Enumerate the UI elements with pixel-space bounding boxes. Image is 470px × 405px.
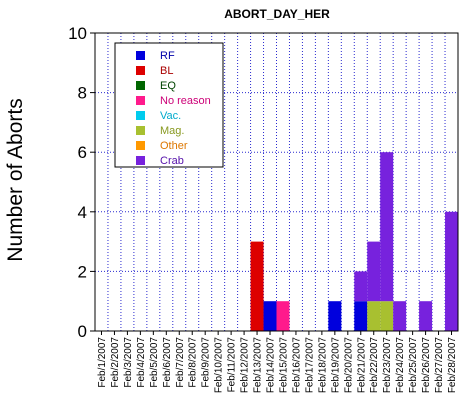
x-tick-label: Feb/18/2007 bbox=[317, 337, 328, 394]
y-axis-ticks: 0 2 4 6 8 10 bbox=[68, 24, 95, 341]
x-tick-label: Feb/23/2007 bbox=[382, 337, 393, 394]
bar-crab-Feb-23-2007 bbox=[380, 152, 394, 302]
x-tick-label: Feb/10/2007 bbox=[214, 337, 225, 394]
x-axis-ticks: Feb/1/2007 Feb/2/2007 Feb/3/2007 Feb/4/2007… bbox=[97, 331, 458, 393]
x-tick-label: Feb/25/2007 bbox=[408, 337, 419, 394]
y-tick-label: 0 bbox=[78, 322, 87, 341]
x-tick-label: Feb/26/2007 bbox=[421, 337, 432, 394]
y-tick-label: 2 bbox=[78, 262, 87, 281]
x-tick-label: Feb/22/2007 bbox=[369, 337, 380, 394]
legend-label-other: Other bbox=[160, 140, 188, 152]
x-tick-label: Feb/6/2007 bbox=[162, 337, 173, 388]
bar-crab-Feb-21-2007 bbox=[354, 271, 368, 302]
bar-crab-Feb-28-2007 bbox=[445, 211, 458, 331]
bar-rf-Feb-14-2007 bbox=[263, 301, 277, 331]
x-tick-label: Feb/3/2007 bbox=[123, 337, 134, 388]
legend-swatch-eq bbox=[136, 81, 145, 90]
bar-mag--Feb-23-2007 bbox=[380, 301, 394, 331]
y-tick-label: 10 bbox=[68, 24, 87, 43]
x-tick-label: Feb/17/2007 bbox=[304, 337, 315, 394]
legend-swatch-vac- bbox=[136, 111, 145, 120]
legend-label-bl: BL bbox=[160, 65, 173, 77]
legend-swatch-rf bbox=[136, 51, 145, 60]
legend-label-vac-: Vac. bbox=[160, 110, 181, 122]
x-tick-label: Feb/4/2007 bbox=[136, 337, 147, 388]
y-axis-label: Number of Aborts bbox=[4, 98, 27, 261]
bar-bl-Feb-13-2007 bbox=[250, 241, 264, 331]
bar-rf-Feb-19-2007 bbox=[328, 301, 342, 331]
x-tick-label: Feb/7/2007 bbox=[175, 337, 186, 388]
legend-swatch-mag- bbox=[136, 126, 145, 135]
x-tick-label: Feb/27/2007 bbox=[434, 337, 445, 394]
x-tick-label: Feb/28/2007 bbox=[447, 337, 458, 394]
x-tick-label: Feb/2/2007 bbox=[110, 337, 121, 388]
x-tick-label: Feb/16/2007 bbox=[291, 337, 302, 394]
x-tick-label: Feb/20/2007 bbox=[343, 337, 354, 394]
bar-mag--Feb-22-2007 bbox=[367, 301, 381, 331]
y-tick-label: 6 bbox=[78, 143, 87, 162]
bar-no-reason-Feb-15-2007 bbox=[276, 301, 290, 331]
x-tick-label: Feb/5/2007 bbox=[149, 337, 160, 388]
legend-label-mag-: Mag. bbox=[160, 125, 184, 137]
x-tick-label: Feb/19/2007 bbox=[330, 337, 341, 394]
chart-title: ABORT_DAY_HER bbox=[224, 7, 330, 21]
x-tick-label: Feb/1/2007 bbox=[97, 337, 108, 388]
x-tick-label: Feb/24/2007 bbox=[395, 337, 406, 394]
x-tick-label: Feb/21/2007 bbox=[356, 337, 367, 394]
x-tick-label: Feb/11/2007 bbox=[227, 337, 238, 393]
bar-crab-Feb-26-2007 bbox=[419, 301, 433, 331]
y-tick-label: 8 bbox=[78, 84, 87, 103]
x-tick-label: Feb/9/2007 bbox=[201, 337, 212, 388]
legend-label-rf: RF bbox=[160, 50, 175, 62]
x-tick-label: Feb/15/2007 bbox=[278, 337, 289, 394]
legend: RF BL EQ No reason Vac. Mag. Other Crab bbox=[114, 42, 224, 168]
x-tick-label: Feb/12/2007 bbox=[240, 337, 251, 394]
legend-swatch-other bbox=[136, 141, 145, 150]
y-tick-label: 4 bbox=[78, 203, 87, 222]
bars bbox=[250, 152, 458, 331]
legend-box bbox=[114, 42, 224, 168]
legend-swatch-bl bbox=[136, 66, 145, 75]
legend-swatch-no-reason bbox=[136, 96, 145, 105]
legend-swatch-crab bbox=[136, 156, 145, 165]
legend-label-crab: Crab bbox=[160, 155, 184, 167]
x-tick-label: Feb/13/2007 bbox=[253, 337, 264, 394]
bar-crab-Feb-24-2007 bbox=[393, 301, 407, 331]
plot-frame bbox=[94, 32, 459, 332]
legend-label-eq: EQ bbox=[160, 80, 176, 92]
legend-label-no-reason: No reason bbox=[160, 95, 211, 107]
bar-crab-Feb-22-2007 bbox=[367, 241, 381, 302]
bar-rf-Feb-21-2007 bbox=[354, 301, 368, 331]
x-tick-label: Feb/8/2007 bbox=[188, 337, 199, 388]
x-tick-label: Feb/14/2007 bbox=[266, 337, 277, 394]
